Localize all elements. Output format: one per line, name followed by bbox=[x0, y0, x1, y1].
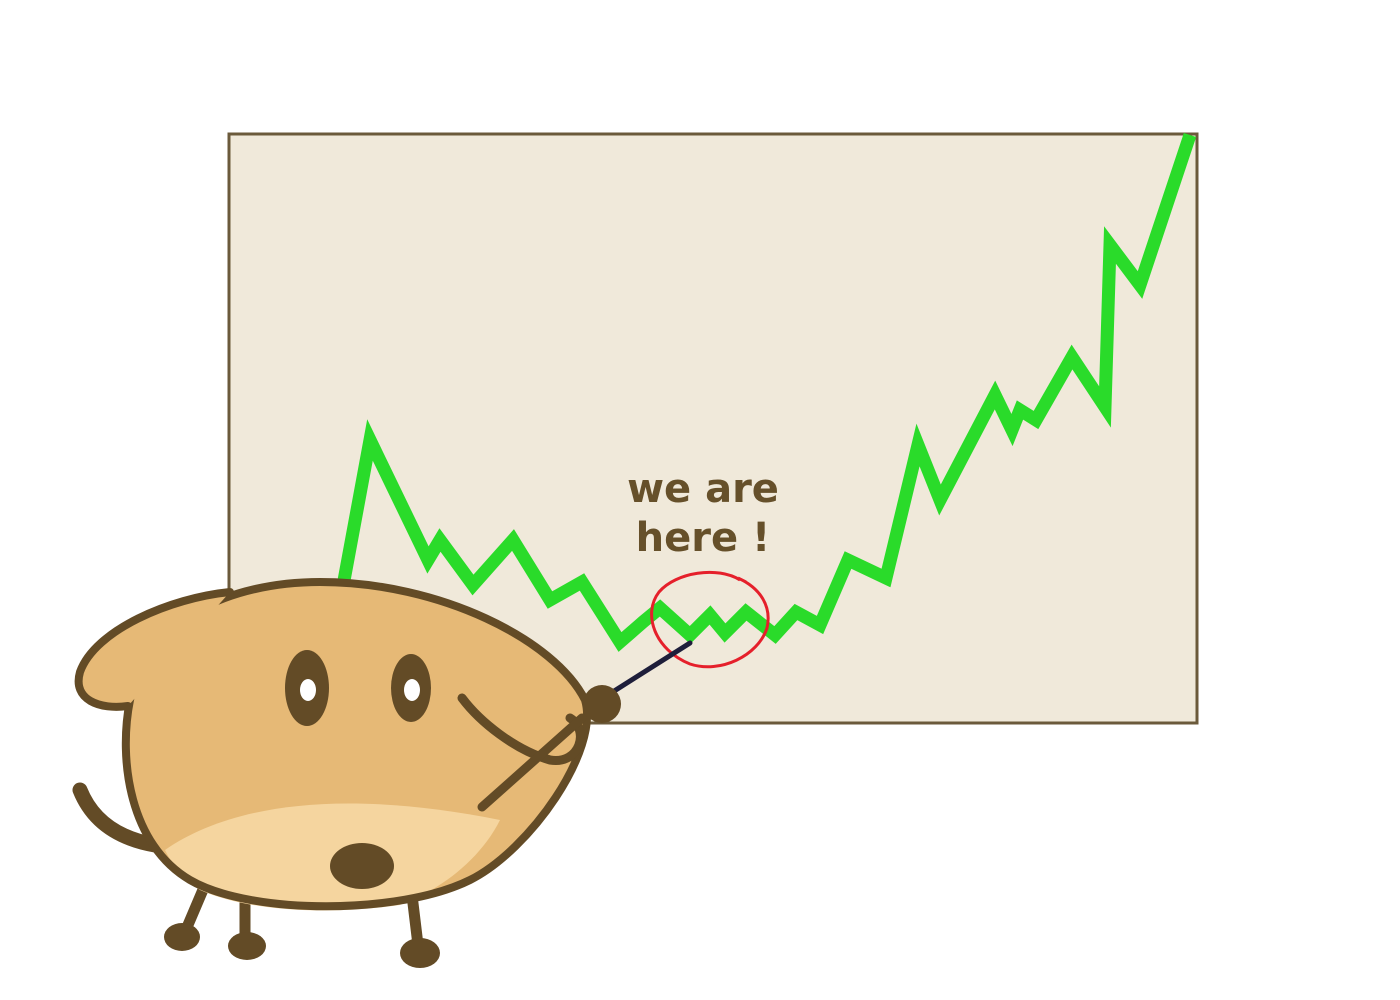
highlight-circle bbox=[650, 570, 770, 669]
dog-eye-left-shine bbox=[300, 679, 316, 701]
dog-ear bbox=[74, 588, 234, 711]
dog-paw bbox=[583, 685, 621, 723]
annotation-line-1: we are bbox=[627, 466, 779, 512]
dog-arm bbox=[457, 693, 585, 765]
trend-line bbox=[326, 132, 1197, 652]
dog-nose bbox=[330, 843, 394, 889]
dog-mascot bbox=[72, 577, 693, 968]
dog-belly bbox=[165, 803, 500, 911]
annotation-line-2: here ! bbox=[636, 515, 771, 561]
dog-tail bbox=[72, 782, 163, 853]
dog-eye-right-shine bbox=[404, 679, 420, 701]
